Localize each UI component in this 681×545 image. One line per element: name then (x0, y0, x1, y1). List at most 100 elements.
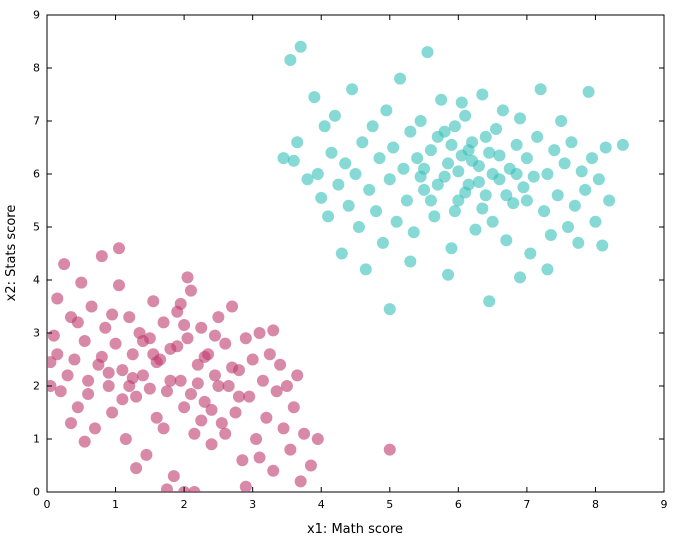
data-point (538, 205, 551, 218)
data-point (438, 125, 451, 138)
data-point (479, 189, 492, 202)
data-point (195, 321, 208, 334)
data-point (404, 255, 417, 268)
data-point (274, 358, 287, 371)
data-point (174, 374, 187, 387)
data-point (219, 427, 232, 440)
data-point (370, 205, 383, 218)
data-point (507, 197, 520, 210)
axis-ticks-layer: 0 1 2 3 4 5 6 7 8 9 0 1 2 3 4 5 6 7 8 9 (33, 9, 668, 511)
data-point (383, 173, 396, 186)
data-point (243, 390, 256, 403)
data-point (400, 194, 413, 207)
data-point (383, 303, 396, 316)
data-point (164, 374, 177, 387)
data-point (349, 168, 362, 180)
data-point (215, 417, 228, 430)
y-tick-label: 9 (33, 9, 40, 22)
data-point (160, 385, 173, 398)
data-points-layer (47, 40, 629, 492)
data-point (136, 369, 149, 382)
data-point (459, 186, 472, 199)
data-point (390, 215, 403, 228)
data-point (472, 175, 485, 188)
data-point (342, 199, 355, 212)
data-point (541, 263, 554, 276)
data-point (527, 170, 540, 183)
data-point (239, 480, 252, 492)
y-tick-label: 6 (33, 168, 40, 181)
data-point (586, 152, 599, 165)
data-point (212, 380, 225, 392)
data-point (226, 300, 239, 313)
data-point (150, 411, 163, 424)
data-point (404, 125, 417, 138)
data-point (568, 199, 581, 212)
data-point (596, 239, 609, 252)
data-point (88, 422, 101, 435)
data-point (222, 380, 235, 392)
y-tick-label: 2 (33, 380, 40, 393)
data-point (414, 170, 427, 183)
data-point (424, 194, 437, 207)
data-point (445, 138, 458, 151)
data-point (455, 96, 468, 109)
data-point (558, 157, 571, 170)
data-point (411, 152, 424, 165)
data-point (82, 374, 95, 387)
data-point (572, 236, 585, 249)
data-point (143, 382, 156, 395)
x-tick-label: 7 (523, 498, 530, 511)
x-tick-label: 6 (455, 498, 462, 511)
data-point (167, 470, 180, 483)
data-point (486, 215, 499, 228)
data-point (178, 319, 191, 332)
data-point (363, 183, 376, 196)
data-point (280, 380, 293, 392)
data-point (322, 210, 335, 223)
data-point (582, 85, 595, 98)
x-tick-label: 1 (112, 498, 119, 511)
data-point (466, 154, 479, 167)
data-point (352, 221, 365, 233)
data-point (75, 276, 88, 289)
y-tick-label: 4 (33, 274, 40, 287)
x-tick-label: 9 (661, 498, 668, 511)
data-point (308, 91, 321, 104)
data-point (424, 144, 437, 157)
data-point (459, 109, 472, 122)
data-point (51, 292, 64, 305)
data-point (267, 464, 280, 477)
data-point (366, 120, 379, 133)
data-point (291, 136, 304, 149)
data-point (284, 54, 297, 67)
data-point (575, 165, 588, 178)
data-point (68, 353, 81, 366)
data-point (332, 178, 345, 191)
data-point (260, 411, 273, 424)
data-point (181, 271, 194, 284)
data-point (339, 157, 352, 170)
data-point (435, 93, 448, 106)
data-point (58, 258, 71, 271)
data-point (205, 403, 218, 416)
data-point (126, 348, 139, 361)
data-point (544, 228, 557, 241)
series-cluster-lower-left (47, 242, 396, 492)
data-point (64, 417, 77, 430)
data-point (448, 120, 461, 133)
data-point (181, 332, 194, 345)
data-point (383, 443, 396, 456)
data-point (510, 138, 523, 151)
data-point (442, 268, 455, 281)
data-point (198, 350, 211, 363)
data-point (78, 435, 91, 448)
data-point (555, 115, 568, 127)
data-point (298, 427, 311, 440)
data-point (47, 356, 57, 369)
x-tick-label: 8 (592, 498, 599, 511)
y-axis-label: x2: Stats score (4, 205, 19, 302)
x-axis-label: x1: Math score (307, 522, 403, 537)
data-point (524, 247, 537, 260)
